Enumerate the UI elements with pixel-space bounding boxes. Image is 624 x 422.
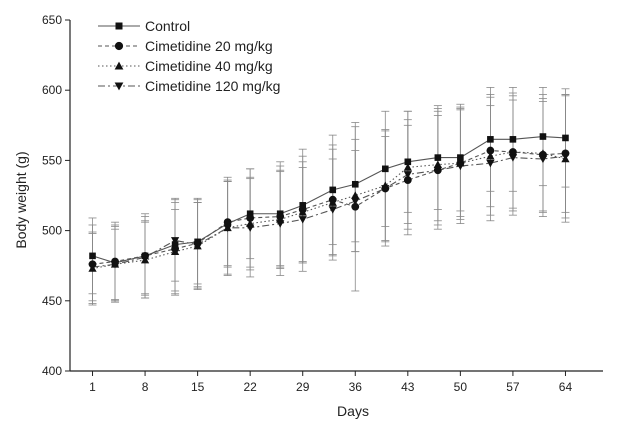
error-bars bbox=[88, 86, 570, 306]
series-marker-3 bbox=[298, 216, 307, 224]
series-marker-0 bbox=[381, 165, 389, 173]
series-marker-3 bbox=[486, 159, 495, 168]
series-marker-3 bbox=[110, 260, 120, 269]
series-marker-3 bbox=[246, 224, 255, 232]
series-marker-3 bbox=[456, 162, 465, 171]
series-marker-0 bbox=[299, 202, 307, 209]
series-marker-3 bbox=[140, 253, 150, 262]
series-marker-2 bbox=[486, 152, 495, 160]
series-marker-3 bbox=[276, 220, 285, 228]
series-marker-2 bbox=[170, 247, 180, 255]
series-marker-2 bbox=[403, 163, 412, 171]
legend-marker-1 bbox=[114, 41, 124, 51]
x-tick-label: 22 bbox=[243, 380, 257, 394]
legend-marker-0 bbox=[115, 22, 123, 30]
legend-marker-2 bbox=[114, 61, 124, 70]
series-marker-1 bbox=[351, 202, 360, 211]
legend-label-2: Cimetidine 40 mg/kg bbox=[145, 58, 273, 74]
series-markers bbox=[88, 133, 570, 272]
series-marker-3 bbox=[328, 206, 337, 214]
series-marker-3 bbox=[193, 241, 202, 249]
series-marker-3 bbox=[433, 166, 442, 175]
x-tick-label: 8 bbox=[142, 380, 149, 394]
series-marker-2 bbox=[351, 191, 360, 199]
x-tick-label: 15 bbox=[191, 380, 205, 394]
x-tick-label: 29 bbox=[296, 380, 310, 394]
series-marker-0 bbox=[89, 252, 96, 260]
x-tick-label: 50 bbox=[454, 380, 468, 394]
series-marker-3 bbox=[508, 154, 518, 162]
series-marker-0 bbox=[246, 210, 254, 218]
legend-marker-3 bbox=[114, 82, 124, 91]
x-tick-label: 36 bbox=[349, 380, 363, 394]
series-marker-0 bbox=[457, 154, 464, 161]
series-marker-0 bbox=[539, 133, 547, 140]
series-marker-0 bbox=[171, 241, 179, 248]
series-marker-1 bbox=[403, 176, 412, 184]
series-marker-0 bbox=[329, 186, 337, 194]
x-axis-label: Days bbox=[337, 403, 369, 419]
series-marker-2 bbox=[433, 160, 442, 168]
y-tick-label: 450 bbox=[42, 294, 62, 308]
series-marker-0 bbox=[487, 136, 494, 143]
series-marker-3 bbox=[561, 152, 570, 161]
y-tick-label: 500 bbox=[42, 224, 62, 238]
series-marker-3 bbox=[381, 185, 390, 193]
y-tick-label: 400 bbox=[42, 364, 62, 378]
series-marker-0 bbox=[509, 136, 517, 143]
series-marker-3 bbox=[88, 263, 97, 272]
axes: 400 450 500 550 600 650 1 8 15 22 29 36 43 50 57 64 bbox=[42, 13, 603, 394]
series-marker-3 bbox=[538, 155, 548, 164]
y-axis-label: Body weight (g) bbox=[13, 151, 29, 248]
series-marker-1 bbox=[223, 218, 232, 227]
series-marker-0 bbox=[351, 180, 359, 188]
series-marker-1 bbox=[246, 214, 255, 222]
x-tick-label: 43 bbox=[401, 380, 415, 394]
series-marker-0 bbox=[434, 154, 442, 161]
x-tick-label: 64 bbox=[559, 380, 573, 394]
series-marker-2 bbox=[328, 198, 337, 206]
x-tick-label: 57 bbox=[506, 380, 520, 394]
series-marker-3 bbox=[351, 197, 360, 206]
series-marker-1 bbox=[486, 146, 495, 155]
y-tick-label: 650 bbox=[42, 13, 62, 27]
legend-label-0: Control bbox=[145, 18, 190, 34]
y-tick-label: 600 bbox=[42, 83, 62, 97]
series-marker-2 bbox=[508, 147, 518, 156]
series-marker-3 bbox=[223, 224, 232, 232]
y-tick-label: 550 bbox=[42, 153, 62, 167]
legend: Control Cimetidine 20 mg/kg Cimetidine 40 … bbox=[98, 18, 280, 94]
series-line-3 bbox=[92, 155, 566, 268]
series-marker-2 bbox=[538, 149, 548, 157]
legend-label-1: Cimetidine 20 mg/kg bbox=[145, 38, 273, 54]
series-marker-3 bbox=[170, 237, 180, 245]
legend-label-3: Cimetidine 120 mg/kg bbox=[145, 78, 280, 94]
series-marker-0 bbox=[562, 134, 569, 142]
x-tick-label: 1 bbox=[89, 380, 96, 394]
series-marker-2 bbox=[298, 208, 307, 216]
series-marker-3 bbox=[403, 171, 412, 179]
series-marker-0 bbox=[404, 158, 412, 166]
series-line-1 bbox=[92, 150, 566, 265]
series-lines bbox=[92, 135, 566, 270]
